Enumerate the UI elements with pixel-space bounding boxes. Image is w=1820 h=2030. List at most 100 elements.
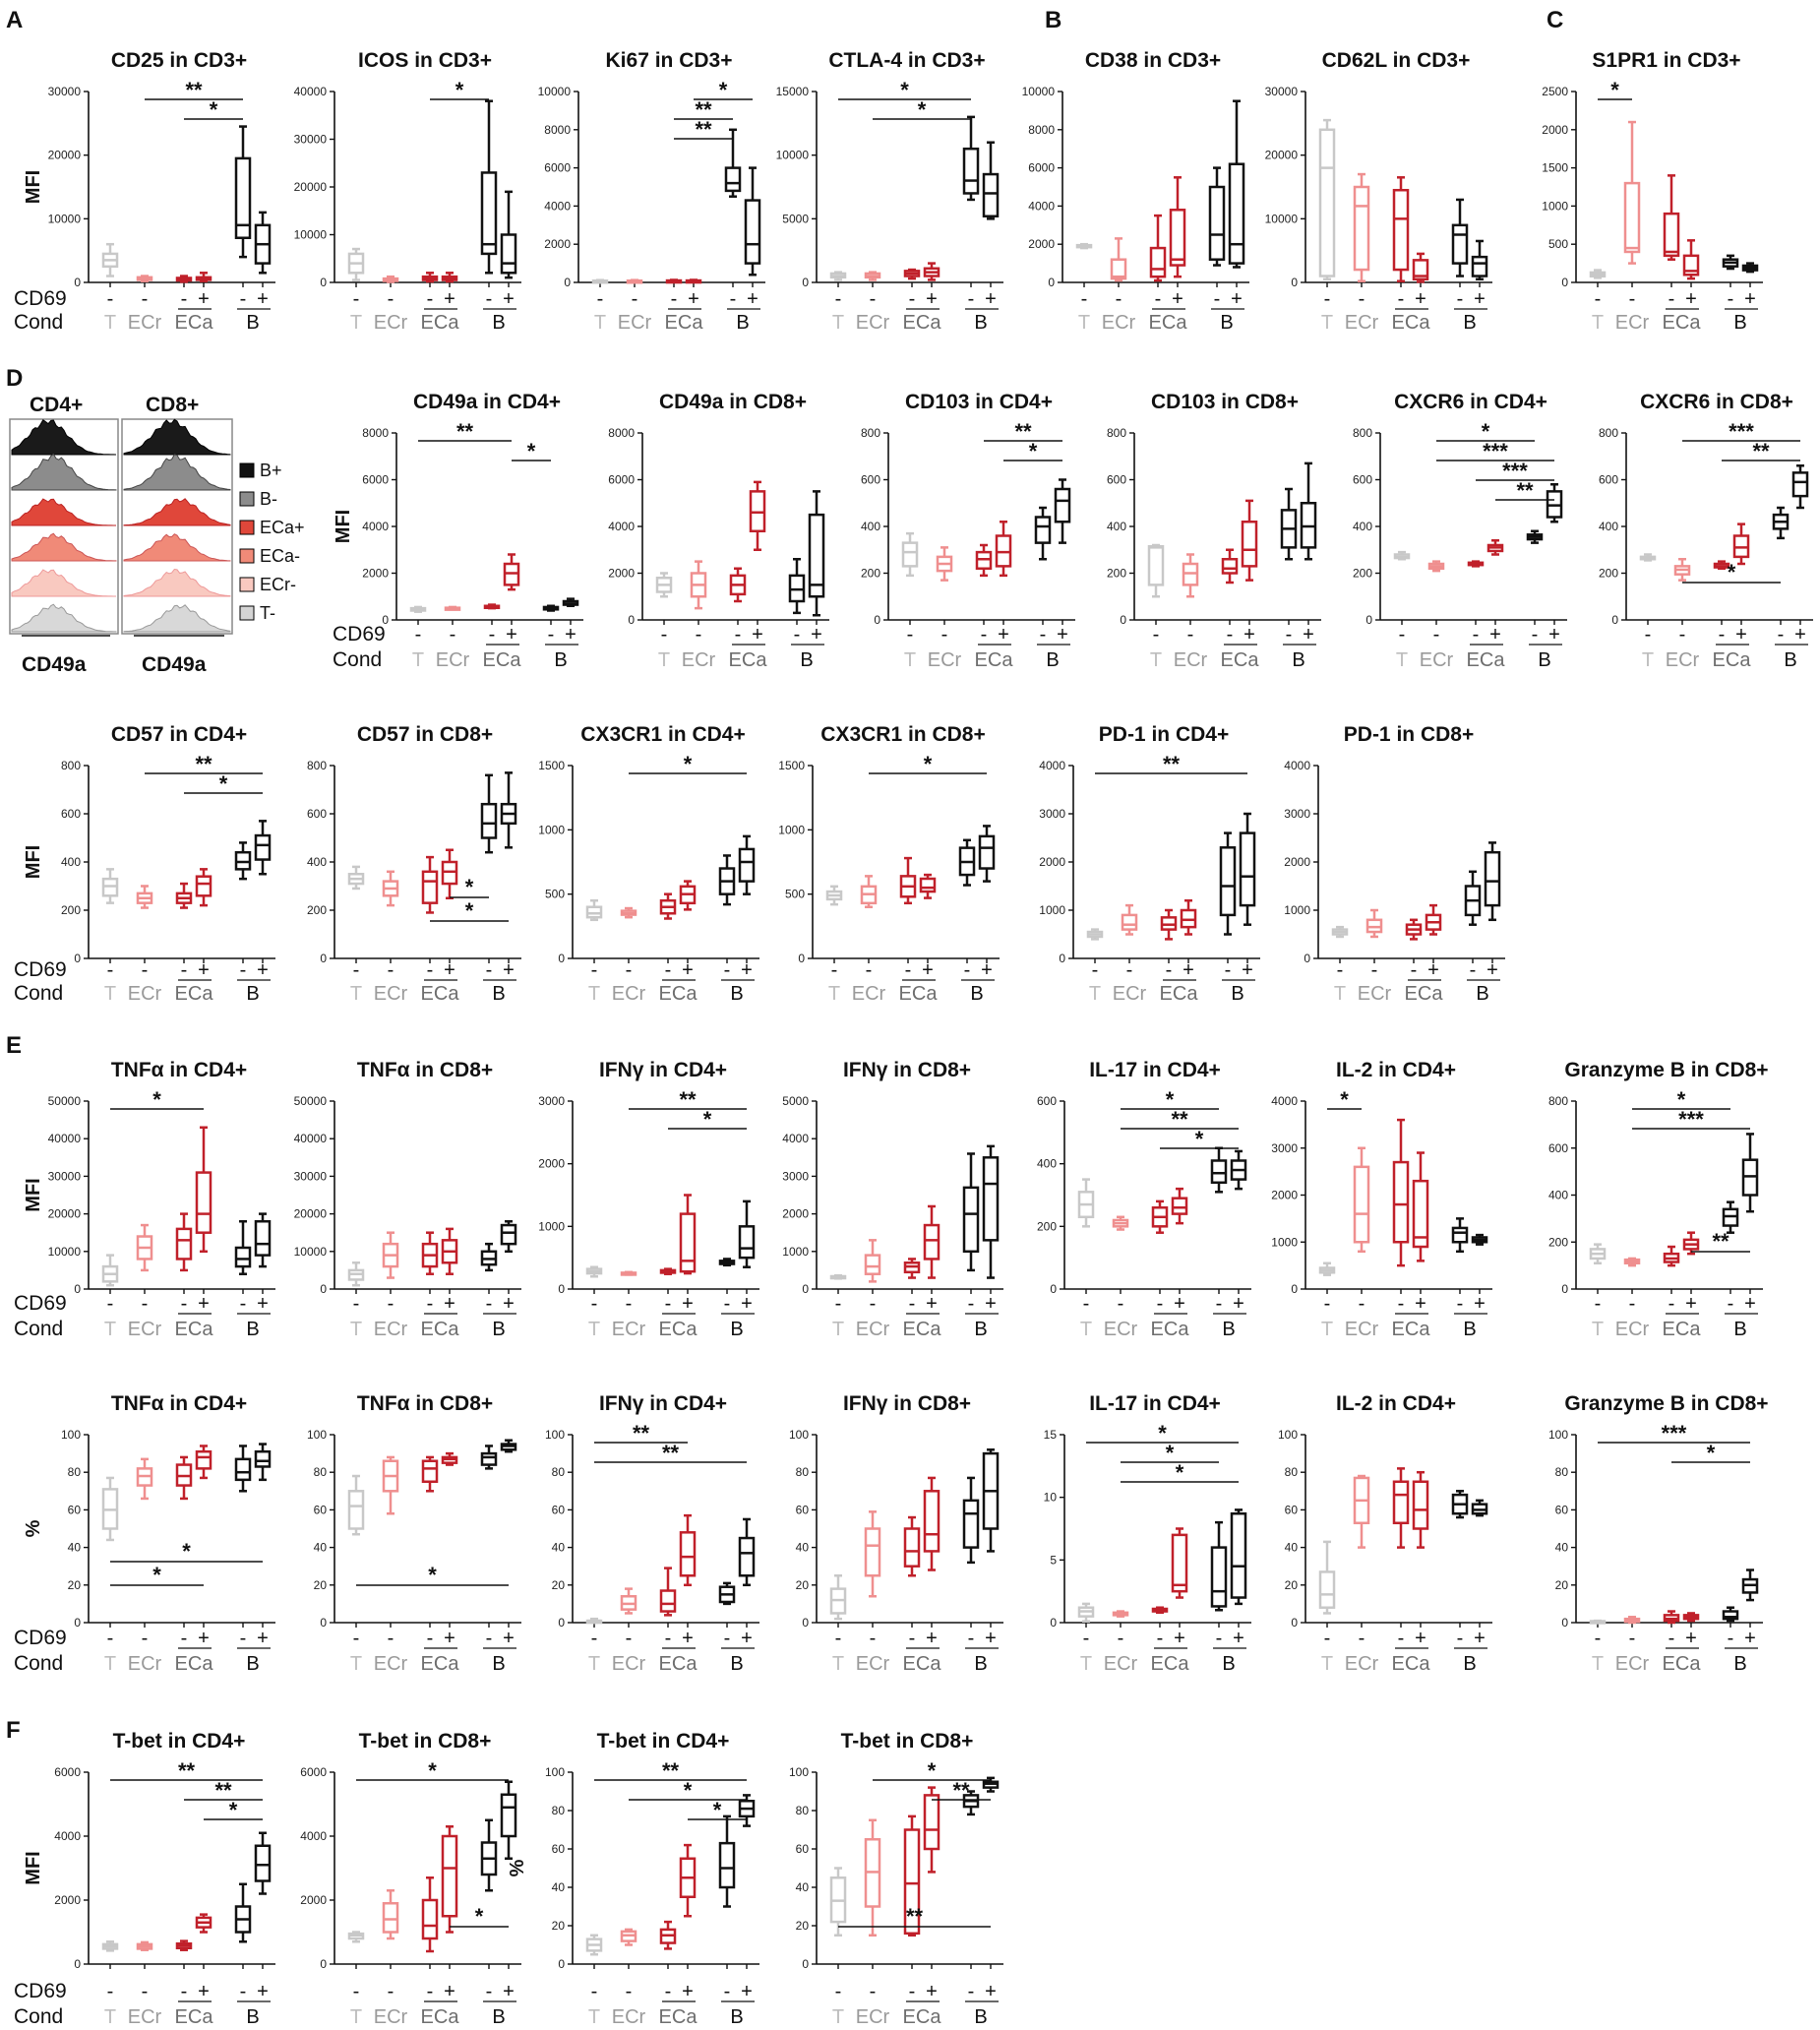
cd69-minus: - bbox=[626, 959, 633, 981]
box-1 bbox=[382, 1231, 399, 1279]
group-label-eca: ECa bbox=[1663, 312, 1702, 334]
box-1 bbox=[1121, 903, 1138, 936]
group-label-t: T bbox=[828, 983, 840, 1005]
box-0 bbox=[1393, 550, 1411, 561]
cd69-minus: - bbox=[486, 1628, 493, 1649]
y-tick-label: 800 bbox=[1353, 426, 1372, 440]
y-tick-label: 0 bbox=[628, 613, 635, 627]
box-iqr bbox=[864, 1527, 881, 1577]
y-tick-label: 600 bbox=[61, 807, 81, 821]
box-5 bbox=[738, 1517, 756, 1587]
y-tick-label: 600 bbox=[1107, 473, 1126, 487]
cd69-plus: + bbox=[985, 1628, 997, 1649]
group-label-ecr: ECr bbox=[1174, 649, 1208, 671]
group-label-b: B bbox=[492, 983, 505, 1005]
box-iqr bbox=[234, 1246, 252, 1268]
cd69-minus: - bbox=[388, 959, 394, 981]
y-tick-label: 0 bbox=[74, 276, 81, 289]
box-iqr bbox=[347, 1490, 365, 1530]
cd69-minus: - bbox=[107, 1981, 114, 2002]
y-tick-label: 0 bbox=[74, 952, 81, 965]
y-tick-label: 20000 bbox=[1265, 149, 1299, 162]
y-tick-label: 20000 bbox=[294, 1207, 328, 1221]
y-tick-label: 20 bbox=[796, 1578, 810, 1592]
group-label-t: T bbox=[588, 983, 600, 1005]
plot-title: CD62L in CD3+ bbox=[1322, 49, 1471, 72]
plot-title: T-bet in CD8+ bbox=[841, 1730, 974, 1753]
hist-curve-cd8-4 bbox=[123, 568, 231, 597]
y-tick-label: 10000 bbox=[294, 228, 328, 242]
group-label-ecr: ECr bbox=[1345, 1319, 1379, 1340]
sig-stars: ** bbox=[1752, 439, 1770, 463]
cd69-minus: - bbox=[240, 959, 247, 981]
hist-curve-cd4-3 bbox=[11, 532, 117, 562]
sig-stars: * bbox=[713, 1798, 722, 1822]
box-5 bbox=[254, 1212, 272, 1268]
cd69-minus: - bbox=[1324, 1628, 1331, 1649]
plot-title: CD103 in CD4+ bbox=[905, 391, 1053, 413]
sig-stars: * bbox=[465, 898, 474, 923]
sig-stars: *** bbox=[1729, 419, 1754, 444]
y-tick-label: 80 bbox=[796, 1465, 810, 1479]
plot-title: TNFα in CD8+ bbox=[357, 1059, 493, 1081]
row-label-cd69: CD69 bbox=[14, 1980, 67, 2002]
group-label-t: T bbox=[832, 1653, 844, 1675]
cd69-minus: - bbox=[909, 1981, 916, 2002]
box-5 bbox=[1741, 1569, 1759, 1602]
box-iqr bbox=[1353, 1165, 1370, 1244]
y-tick-label: 200 bbox=[307, 903, 327, 917]
cd69-minus: - bbox=[1118, 1628, 1124, 1649]
box-iqr bbox=[659, 1589, 677, 1613]
cd69-minus: - bbox=[181, 288, 188, 310]
box-1 bbox=[136, 1940, 153, 1951]
box-iqr bbox=[1110, 258, 1127, 280]
group-label-b: B bbox=[1733, 1319, 1746, 1340]
group-label-b: B bbox=[246, 983, 259, 1005]
box-4 bbox=[1526, 529, 1544, 544]
box-2 bbox=[1392, 176, 1410, 282]
y-tick-label: 8000 bbox=[544, 123, 571, 137]
cd69-minus: - bbox=[1118, 1293, 1124, 1315]
box-1 bbox=[382, 1889, 399, 1940]
box-0 bbox=[1318, 1540, 1336, 1615]
y-axis-label: MFI bbox=[23, 1851, 44, 1884]
box-1 bbox=[382, 275, 399, 283]
box-0 bbox=[655, 572, 673, 598]
cd69-minus: - bbox=[597, 288, 604, 310]
group-label-b: B bbox=[974, 2006, 987, 2028]
group-label-eca: ECa bbox=[659, 983, 698, 1005]
hist-curve-cd4-0 bbox=[11, 418, 117, 456]
cd69-minus: - bbox=[909, 288, 916, 310]
y-tick-label: 400 bbox=[1353, 520, 1372, 533]
cd69-plus: + bbox=[981, 959, 993, 981]
box-iqr bbox=[923, 1794, 940, 1851]
group-label-b: B bbox=[492, 1319, 505, 1340]
plot-title: IFNγ in CD4+ bbox=[599, 1059, 727, 1081]
box-2 bbox=[1160, 908, 1178, 941]
y-tick-label: 0 bbox=[1050, 1616, 1057, 1630]
cd69-minus: - bbox=[968, 288, 975, 310]
y-tick-label: 30000 bbox=[294, 133, 328, 147]
y-tick-label: 0 bbox=[1050, 1282, 1057, 1296]
sig-stars: ** bbox=[1171, 1107, 1188, 1132]
box-4 bbox=[718, 854, 736, 906]
cd69-minus: - bbox=[968, 1981, 975, 2002]
cd69-minus: - bbox=[1216, 1293, 1223, 1315]
box-iqr bbox=[738, 847, 756, 883]
plot-title: PD-1 in CD8+ bbox=[1344, 723, 1474, 746]
y-tick-label: 1500 bbox=[778, 759, 805, 772]
group-label-ecr: ECr bbox=[852, 983, 886, 1005]
y-tick-label: 4000 bbox=[1039, 759, 1065, 772]
box-4 bbox=[234, 125, 252, 259]
group-label-b: B bbox=[974, 1319, 987, 1340]
y-tick-label: 6000 bbox=[544, 161, 571, 175]
cd69-minus: - bbox=[1359, 1628, 1365, 1649]
row-label-cond: Cond bbox=[333, 648, 382, 671]
cd69-plus: + bbox=[506, 624, 517, 646]
group-label-eca: ECa bbox=[421, 2006, 460, 2028]
y-tick-label: 1000 bbox=[782, 1245, 809, 1259]
box-5 bbox=[500, 190, 517, 279]
